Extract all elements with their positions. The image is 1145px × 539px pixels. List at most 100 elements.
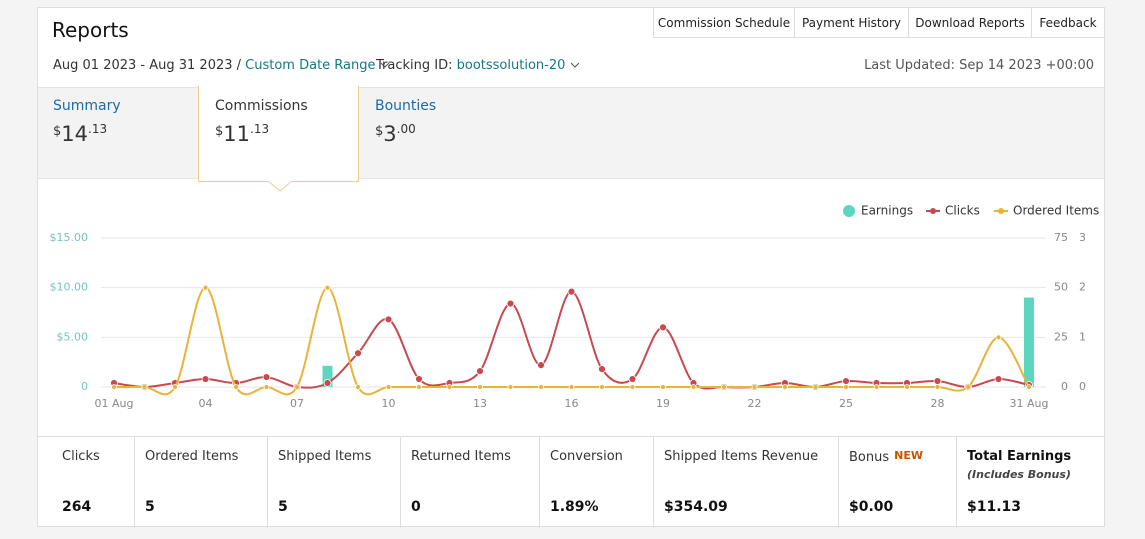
bar (322, 365, 333, 387)
stat-note: (Includes Bonus) (967, 468, 1071, 481)
stat-cell: Total Earnings (Includes Bonus) $11.13 (956, 437, 1104, 528)
point (111, 384, 117, 390)
stat-label-text: Returned Items (411, 449, 511, 464)
x-tick-label: 31 Aug (1010, 397, 1049, 410)
stat-value: 5 (145, 499, 155, 515)
stat-label: Bonus NEW (849, 449, 946, 465)
date-range-type[interactable]: Custom Date Range (245, 58, 376, 73)
stat-cell: Shipped Items 5 (267, 437, 400, 528)
fraction: .00 (396, 122, 416, 136)
y-tick-label: $10.00 (50, 281, 89, 294)
currency: $ (53, 124, 62, 139)
point (659, 323, 667, 332)
legend-label: Clicks (945, 204, 980, 218)
x-tick-label: 22 (748, 397, 762, 410)
point (965, 384, 971, 390)
point (506, 299, 515, 308)
stat-label: Conversion (550, 449, 643, 464)
x-tick-label: 28 (931, 397, 945, 410)
stat-cell: Returned Items 0 (400, 437, 539, 528)
point (323, 379, 332, 387)
stat-label-text: Clicks (62, 449, 100, 464)
stat-label-text: Shipped Items Revenue (664, 449, 819, 464)
last-updated: Last Updated: Sep 14 2023 +00:00 (864, 58, 1094, 73)
button[interactable]: Payment History (794, 8, 908, 38)
point (415, 375, 423, 383)
point (416, 384, 422, 390)
y2-tick-label: 50 (1054, 281, 1068, 294)
stat-value: 1.89% (550, 499, 599, 515)
point (721, 384, 727, 390)
point (202, 284, 209, 291)
point (477, 384, 483, 390)
tracking: Tracking ID: bootssolution-20 (376, 58, 580, 73)
tab-amount: $11.13 (215, 122, 308, 146)
button[interactable]: Commission Schedule (653, 8, 794, 38)
legend-label: Earnings (861, 204, 913, 218)
currency: $ (215, 124, 224, 139)
tab[interactable]: Commissions $11.13 (215, 98, 308, 146)
point (141, 384, 148, 390)
y3-tick-label: 1 (1079, 330, 1086, 343)
tracking-id[interactable]: bootssolution-20 (456, 58, 566, 73)
point (201, 375, 210, 383)
tab-label: Summary (53, 98, 121, 114)
stat-label: Total Earnings (967, 449, 1094, 464)
stat-label-text: Shipped Items (278, 449, 372, 464)
stat-label-text: Ordered Items (145, 449, 239, 464)
legend-label: Ordered Items (1013, 204, 1099, 218)
point (476, 367, 484, 376)
button[interactable]: Download Reports (908, 8, 1031, 38)
point (324, 284, 331, 291)
stat-cell: Bonus NEW $0.00 (838, 437, 956, 528)
tab[interactable]: Summary $14.13 (53, 98, 121, 146)
point (537, 361, 545, 370)
date-range: Aug 01 2023 - Aug 31 2023 / Custom Date … (53, 58, 390, 73)
bar (1024, 297, 1034, 387)
series-line (113, 286, 1030, 396)
x-tick-label: 25 (839, 397, 853, 410)
fraction: .13 (250, 122, 270, 136)
button[interactable]: Feedback (1031, 8, 1104, 38)
whole: 14 (61, 122, 89, 146)
stat-label-text: Bonus (849, 450, 890, 465)
chevron (570, 62, 579, 68)
stat-cell: Clicks 264 (38, 437, 134, 528)
y2-tick-label: 25 (1054, 330, 1068, 343)
stats-row: Clicks 264 Ordered Items 5 Shipped Items 5 Ret… (38, 436, 1104, 528)
point (568, 384, 575, 390)
point (599, 384, 605, 390)
tab-amount: $14.13 (53, 122, 121, 146)
point (1026, 384, 1032, 390)
point (751, 384, 758, 390)
stat-label-text: Total Earnings (967, 449, 1072, 464)
tab[interactable]: Bounties $3.00 (375, 98, 436, 146)
stat-label-text: Conversion (550, 449, 623, 464)
tab-label: Bounties (375, 98, 437, 114)
x-tick-label: 19 (656, 397, 670, 410)
point (355, 384, 361, 390)
tab-label: Commissions (215, 98, 308, 114)
point (904, 384, 910, 390)
x-tick-label: 07 (290, 397, 304, 410)
chevron (380, 62, 390, 68)
stat-label: Returned Items (411, 449, 529, 464)
currency: $ (375, 124, 384, 139)
chart: 0 $5.00 $10.00 $15.00 0 25 50 75 0 1 2 3 01 Aug 04 07 1… (50, 204, 1100, 411)
y2-tick-label: 75 (1054, 231, 1068, 244)
point (233, 384, 239, 390)
tab-pointer (268, 180, 292, 192)
whole: 11 (223, 122, 251, 146)
point (384, 315, 393, 324)
stat-value: $11.13 (967, 499, 1022, 515)
point (628, 375, 637, 383)
x-tick-label: 13 (473, 397, 487, 410)
tracking-label: Tracking ID: (376, 58, 453, 73)
point (262, 373, 271, 381)
active-tab (198, 86, 359, 182)
stat-value: $354.09 (664, 499, 728, 515)
point (690, 384, 697, 390)
y2-tick-label: 0 (1061, 380, 1068, 393)
tab-amount: $3.00 (375, 122, 436, 146)
